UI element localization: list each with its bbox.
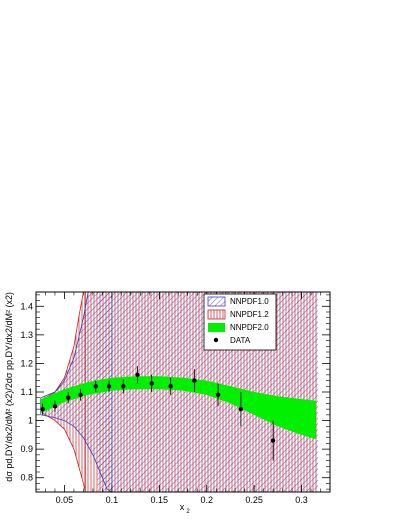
data-point	[40, 403, 45, 415]
legend-data-marker	[213, 337, 219, 343]
data-point-marker	[215, 392, 221, 398]
y-axis-title: dσ pd,DY/dx2/dM² (x2)/2dσ pp,DY/dx2/dM² …	[4, 292, 14, 482]
y-tick-label: 1.4	[20, 301, 33, 311]
y-tick-label: 1.2	[20, 358, 33, 368]
x-tick-label: 0.2	[200, 495, 213, 505]
data-point	[106, 380, 112, 392]
band-nnpdf20	[40, 376, 316, 440]
data-point	[52, 400, 58, 412]
data-point-marker	[52, 404, 58, 409]
data-point	[135, 366, 140, 384]
legend-label: DATA	[230, 336, 251, 345]
y-tick-label: 1.1	[20, 387, 33, 397]
data-point	[93, 380, 98, 392]
data-point-marker	[149, 381, 154, 386]
x-tick-label: 0.05	[56, 495, 74, 505]
x-axis-title-subscript: 2	[186, 509, 190, 515]
data-point-marker	[40, 406, 45, 412]
y-tick-label: 0.8	[20, 473, 33, 483]
data-point	[270, 420, 276, 461]
data-point-marker	[78, 392, 83, 398]
x-axis-title: x	[180, 502, 185, 512]
data-point	[192, 369, 197, 392]
x-tick-label: 0.1	[106, 495, 119, 505]
legend-label: NNPDF2.0	[230, 323, 269, 332]
legend-swatch	[207, 309, 226, 320]
data-point	[238, 392, 244, 427]
data-point-marker	[192, 378, 197, 383]
legend-label: NNPDF1.0	[230, 297, 269, 306]
data-point-marker	[121, 384, 126, 389]
data-point	[215, 383, 221, 407]
legend-swatch	[208, 323, 225, 332]
x-tick-label: 0.15	[151, 495, 169, 505]
data-point-marker	[106, 384, 112, 389]
y-tick-label: 0.9	[20, 444, 33, 454]
x-tick-label: 0.3	[295, 495, 308, 505]
data-point-marker	[135, 372, 140, 378]
legend-swatch	[207, 296, 226, 307]
data-point	[66, 392, 71, 404]
y-tick-label: 1	[28, 416, 33, 426]
data-point-marker	[238, 406, 244, 412]
data-point	[149, 374, 154, 392]
x-tick-label: 0.25	[245, 495, 263, 505]
data-point	[121, 379, 126, 394]
data-point-marker	[270, 438, 276, 443]
data-point-marker	[66, 395, 71, 400]
legend-label: NNPDF1.2	[230, 310, 269, 319]
data-point	[78, 389, 83, 401]
y-tick-label: 1.3	[20, 330, 33, 340]
data-point	[168, 377, 173, 395]
data-point-marker	[93, 384, 98, 389]
data-point-marker	[168, 384, 173, 389]
